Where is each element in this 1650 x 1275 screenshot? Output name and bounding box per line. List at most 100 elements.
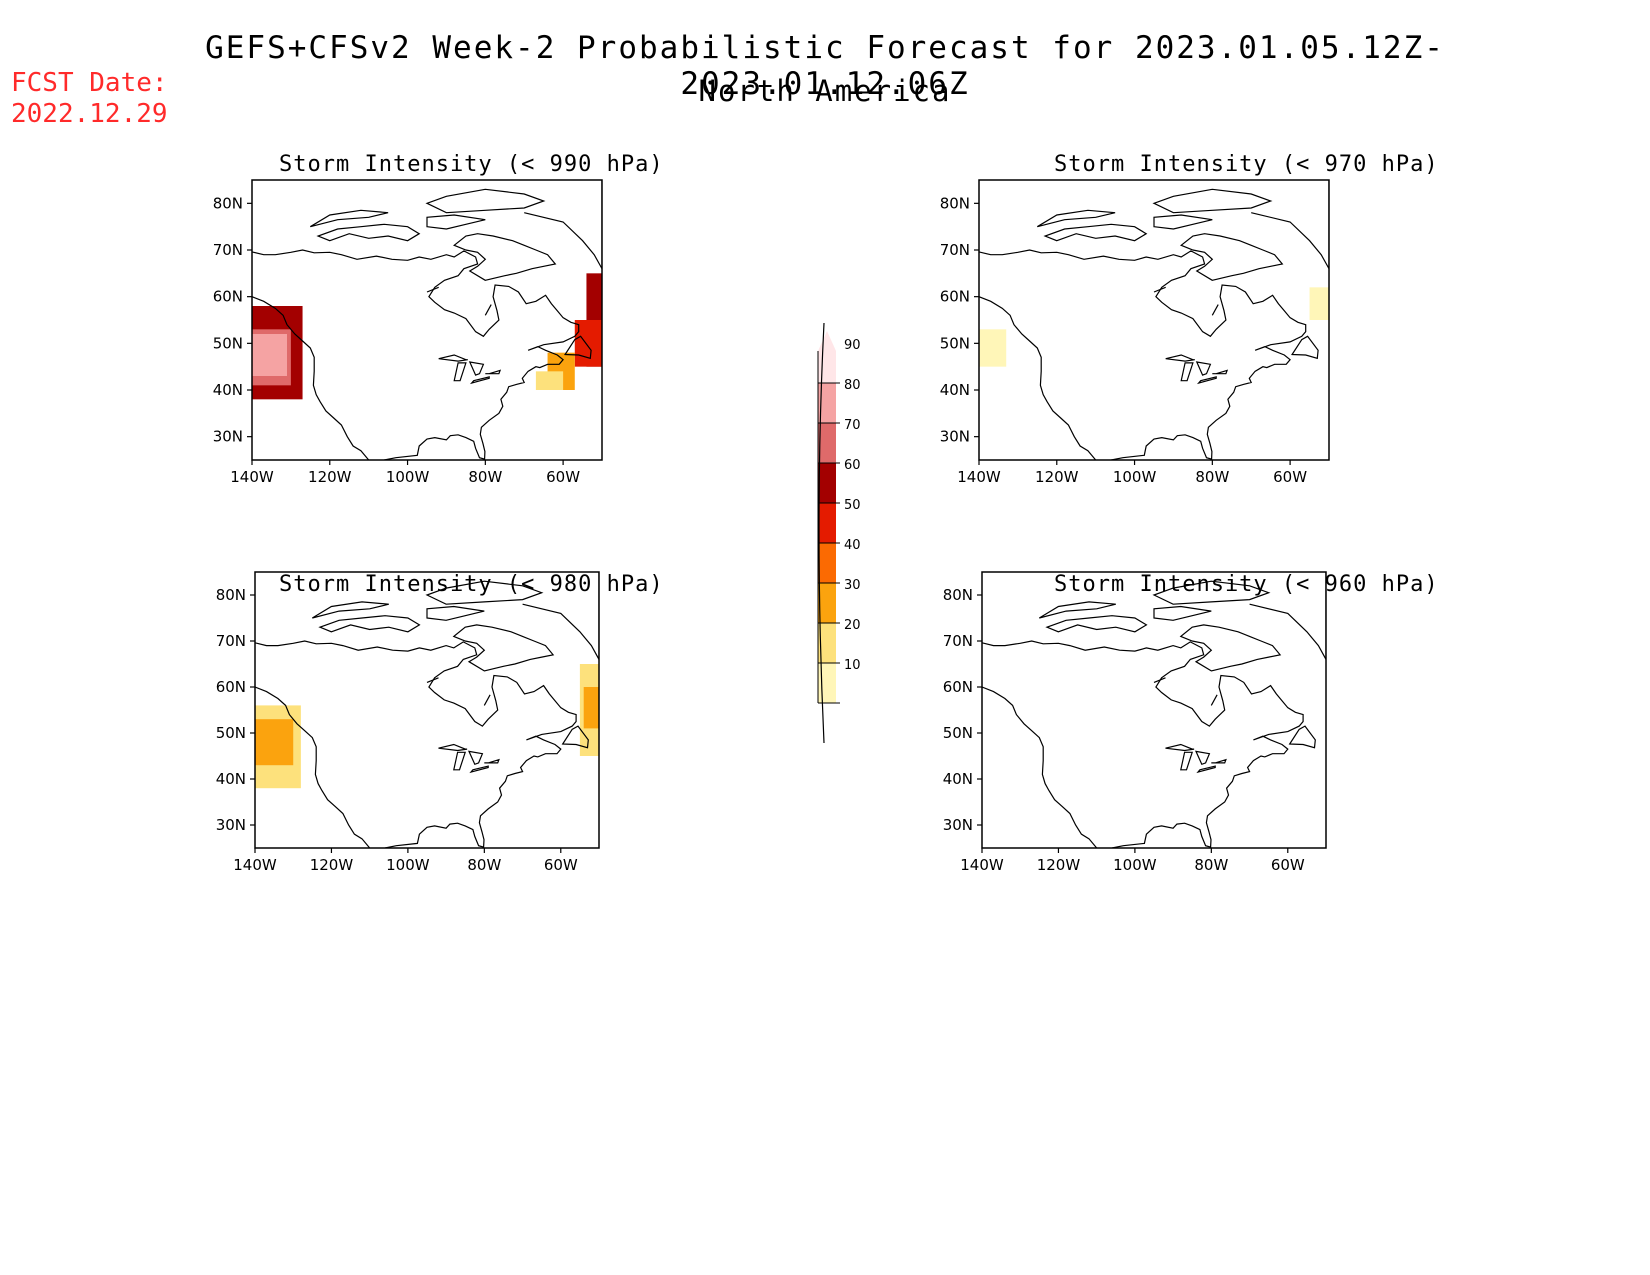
lon-tick-label: 120W — [1037, 856, 1081, 874]
coastline-baffin — [1179, 624, 1282, 672]
lat-tick-label: 30N — [940, 428, 970, 446]
coastline-hudson-island — [1211, 304, 1219, 316]
coastline-pacific — [982, 686, 1098, 848]
lat-tick-label: 80N — [943, 586, 973, 604]
lon-tick-label: 120W — [1035, 468, 1079, 486]
lat-tick-label: 50N — [940, 334, 970, 352]
coastline-hudson-island — [426, 286, 439, 293]
lon-tick-label: 60W — [1271, 856, 1305, 874]
coastline-atlantic-arctic — [252, 249, 580, 460]
lon-tick-label: 100W — [386, 856, 430, 874]
coastline-arctic-island — [1045, 615, 1148, 633]
great-lake — [467, 750, 484, 766]
lon-tick-label: 120W — [308, 468, 352, 486]
lat-tick-label: 40N — [216, 770, 246, 788]
map-frame — [251, 179, 603, 461]
coastline-arctic-island — [426, 214, 486, 230]
great-lake — [453, 362, 467, 382]
great-lake — [1212, 369, 1229, 375]
map-content — [982, 572, 1326, 848]
probability-area — [252, 334, 287, 376]
colorbar-label: 20 — [844, 618, 861, 633]
probability-area — [1309, 287, 1329, 320]
colorbar-label: 40 — [844, 538, 861, 553]
coastline-pacific — [255, 686, 371, 848]
coastline-ellesmere — [1152, 188, 1273, 214]
lat-tick-label: 80N — [216, 586, 246, 604]
great-lake — [485, 369, 502, 375]
lat-tick-label: 70N — [213, 241, 243, 259]
colorbar-segment — [818, 623, 836, 663]
map-panel-p990: 80N 70N 60N 50N 40N 30N 140W 120W 100W 80W 60W — [213, 179, 603, 486]
colorbar-label: 30 — [844, 578, 861, 593]
coastline-hudson-island — [1153, 286, 1166, 293]
lon-tick-label: 100W — [1113, 856, 1157, 874]
coastline-hudson-island — [484, 304, 492, 316]
lat-tick-label: 30N — [943, 816, 973, 834]
coastline-baffin — [453, 233, 557, 281]
lon-tick-label: 100W — [1113, 468, 1157, 486]
colorbar-segment — [818, 583, 836, 623]
coastline-hudson-island — [1210, 694, 1218, 706]
map-content — [252, 180, 602, 460]
lon-tick-label: 80W — [467, 856, 501, 874]
great-lake — [1196, 376, 1217, 385]
lat-tick-label: 80N — [940, 194, 970, 212]
lat-tick-label: 30N — [213, 428, 243, 446]
coastline-hudson-island — [426, 677, 439, 683]
coastline-atlantic-arctic — [255, 640, 577, 848]
coastline-newfoundland — [1288, 725, 1316, 749]
colorbar-label: 90 — [844, 338, 861, 353]
great-lake — [1180, 362, 1194, 382]
probability-area — [979, 329, 1007, 367]
coastline-newfoundland — [1291, 335, 1319, 360]
coastline-greenland — [524, 180, 602, 270]
coastline-hudson-island — [483, 694, 491, 706]
lat-tick-label: 40N — [943, 770, 973, 788]
great-lake — [468, 361, 485, 376]
coastline-newfoundland — [561, 725, 589, 749]
lon-tick-label: 80W — [1195, 468, 1229, 486]
coastline-baffin — [452, 624, 555, 672]
lat-tick-label: 70N — [216, 632, 246, 650]
lon-tick-label: 60W — [1273, 468, 1307, 486]
great-lake — [1195, 361, 1212, 376]
coastline-ellesmere — [1152, 580, 1271, 605]
map-panel-p980: 80N 70N 60N 50N 40N 30N 140W 120W 100W 80W 60W — [216, 571, 600, 874]
coastline-ellesmere — [425, 188, 546, 214]
map-frame — [981, 571, 1327, 849]
figure-subtitle: North America — [698, 74, 952, 108]
coastline-atlantic-arctic — [982, 640, 1304, 848]
lon-tick-label: 80W — [1194, 856, 1228, 874]
coastline-newfoundland — [564, 335, 592, 360]
great-lake — [1180, 751, 1194, 771]
coastline-arctic-island — [1043, 223, 1148, 242]
coastline-arctic-island — [318, 615, 421, 633]
coastline-arctic-island — [1036, 209, 1116, 228]
probability-area — [583, 687, 599, 729]
lat-tick-label: 40N — [940, 381, 970, 399]
lon-tick-label: 100W — [386, 468, 430, 486]
lon-tick-label: 80W — [468, 468, 502, 486]
coastline-hudson-island — [1153, 677, 1166, 683]
lat-tick-label: 30N — [216, 816, 246, 834]
colorbar-segment — [818, 383, 836, 423]
lon-tick-label: 140W — [233, 856, 277, 874]
map-panel-p970: 80N 70N 60N 50N 40N 30N 140W 120W 100W 80W 60W — [940, 179, 1330, 486]
colorbar-label: 80 — [844, 378, 861, 393]
coastline-arctic-island — [426, 605, 485, 621]
great-lake — [453, 751, 467, 771]
coastline-greenland — [1249, 572, 1326, 660]
colorbar-label: 70 — [844, 418, 861, 433]
panel-title-960: Storm Intensity (< 960 hPa) — [1054, 572, 1439, 597]
map-frame — [254, 571, 600, 849]
lon-tick-label: 60W — [544, 856, 578, 874]
lat-tick-label: 80N — [213, 194, 243, 212]
lon-tick-label: 120W — [310, 856, 354, 874]
figure-title: GEFS+CFSv2 Week-2 Probabilistic Forecast… — [205, 30, 1445, 102]
great-lake — [469, 765, 489, 774]
map-panel-p960: 80N 70N 60N 50N 40N 30N 140W 120W 100W 80W 60W — [943, 571, 1327, 874]
lat-tick-label: 60N — [216, 678, 246, 696]
lat-tick-label: 70N — [940, 241, 970, 259]
